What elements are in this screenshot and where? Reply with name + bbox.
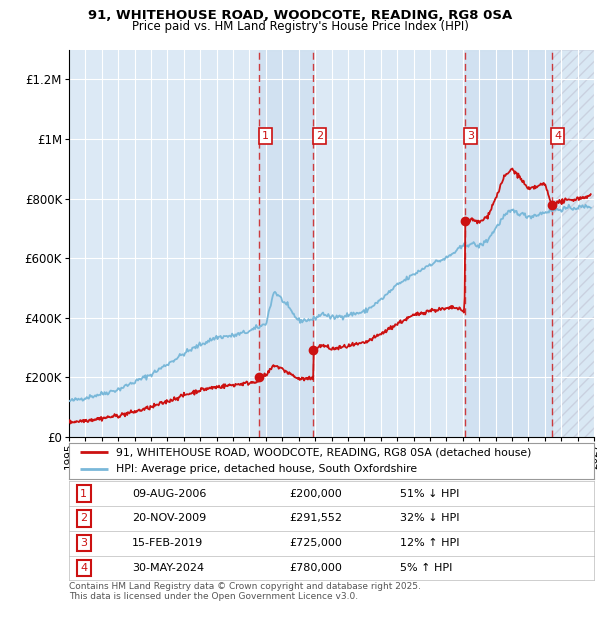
Bar (551, 50, 594, 437)
Text: 51% ↓ HPI: 51% ↓ HPI (400, 489, 459, 498)
Text: 5% ↑ HPI: 5% ↑ HPI (400, 563, 452, 573)
Text: £780,000: £780,000 (290, 563, 343, 573)
Text: HPI: Average price, detached house, South Oxfordshire: HPI: Average price, detached house, Sout… (116, 464, 418, 474)
Text: £291,552: £291,552 (290, 513, 343, 523)
Text: 09-AUG-2006: 09-AUG-2006 (132, 489, 206, 498)
Text: 32% ↓ HPI: 32% ↓ HPI (400, 513, 459, 523)
Text: 1: 1 (80, 489, 87, 498)
Text: 12% ↑ HPI: 12% ↑ HPI (400, 538, 459, 548)
Text: Price paid vs. HM Land Registry's House Price Index (HPI): Price paid vs. HM Land Registry's House … (131, 20, 469, 33)
Text: 2: 2 (316, 131, 323, 141)
Text: 4: 4 (80, 563, 87, 573)
Text: £200,000: £200,000 (290, 489, 342, 498)
Text: 2: 2 (80, 513, 87, 523)
Text: 3: 3 (467, 131, 474, 141)
Text: 30-MAY-2024: 30-MAY-2024 (132, 563, 204, 573)
Bar (465, 50, 551, 437)
Text: 15-FEB-2019: 15-FEB-2019 (132, 538, 203, 548)
Bar (259, 50, 313, 437)
Text: 3: 3 (80, 538, 87, 548)
Text: 91, WHITEHOUSE ROAD, WOODCOTE, READING, RG8 0SA: 91, WHITEHOUSE ROAD, WOODCOTE, READING, … (88, 9, 512, 22)
Text: £725,000: £725,000 (290, 538, 343, 548)
Text: 20-NOV-2009: 20-NOV-2009 (132, 513, 206, 523)
Text: Contains HM Land Registry data © Crown copyright and database right 2025.
This d: Contains HM Land Registry data © Crown c… (69, 582, 421, 601)
Text: 1: 1 (262, 131, 269, 141)
Text: 91, WHITEHOUSE ROAD, WOODCOTE, READING, RG8 0SA (detached house): 91, WHITEHOUSE ROAD, WOODCOTE, READING, … (116, 448, 532, 458)
Text: 4: 4 (554, 131, 561, 141)
